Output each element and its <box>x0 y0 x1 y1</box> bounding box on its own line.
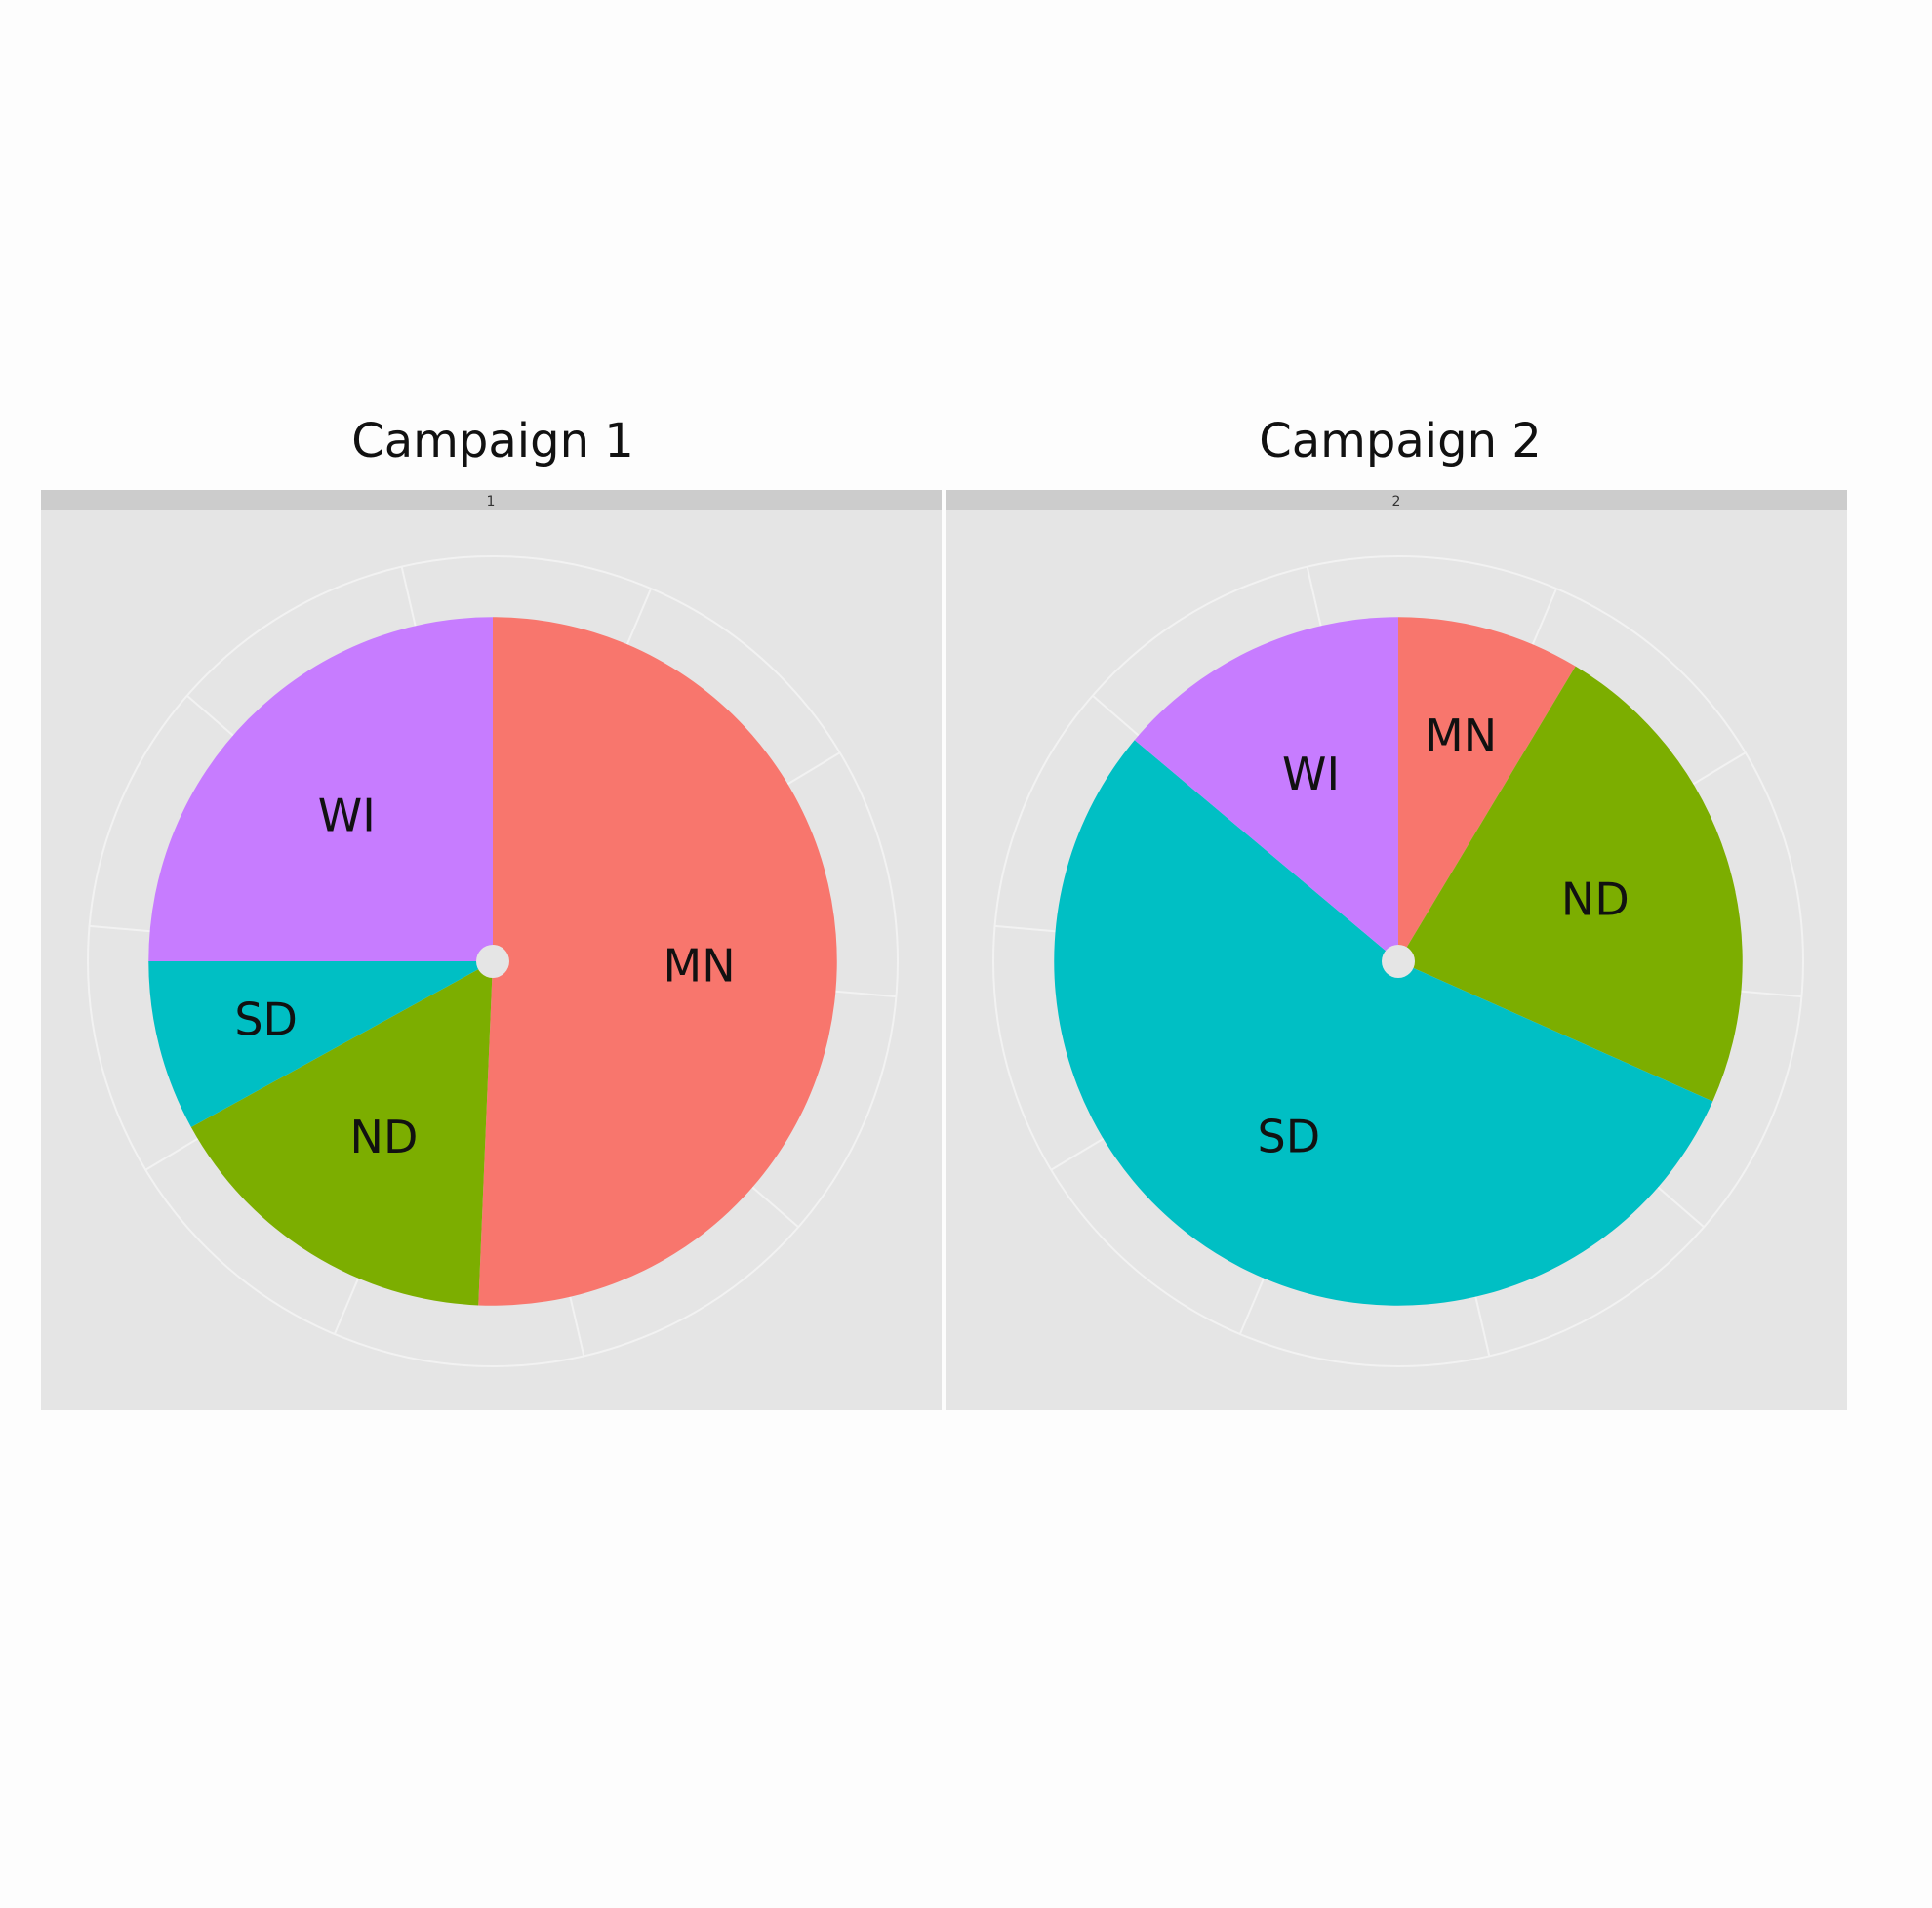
facet-strip <box>41 490 942 510</box>
slice-label-nd: ND <box>350 1111 419 1163</box>
facet-strip-label: 1 <box>487 494 496 509</box>
panel-campaign-2: Campaign 2 2 MN ND SD WI <box>946 414 1847 1410</box>
slices <box>1054 617 1743 1306</box>
slice-label-mn: MN <box>1425 710 1497 762</box>
center-hole <box>476 945 509 978</box>
slice-labels: MN ND SD WI <box>1258 710 1630 1163</box>
slice-label-sd: SD <box>1258 1110 1321 1162</box>
slice-label-wi: WI <box>1282 748 1340 800</box>
slice-sd <box>148 961 493 1127</box>
slice-sd <box>1054 740 1713 1306</box>
slice-label-sd: SD <box>234 994 298 1046</box>
grid-circle <box>87 555 899 1367</box>
center-hole <box>1382 945 1415 978</box>
panel-title: Campaign 2 <box>1259 414 1542 468</box>
slice-nd <box>190 961 493 1306</box>
slice-wi <box>148 617 493 961</box>
slices <box>148 617 837 1306</box>
slice-wi <box>1134 617 1398 961</box>
slice-label-wi: WI <box>318 789 376 841</box>
facet-strip <box>946 490 1847 510</box>
slice-mn <box>1398 617 1576 961</box>
facet-strip-label: 2 <box>1392 494 1401 509</box>
slice-label-mn: MN <box>664 939 736 992</box>
panel-campaign-1: Campaign 1 1 MN ND SD WI <box>41 414 942 1410</box>
panel-title: Campaign 1 <box>351 414 634 468</box>
slice-mn <box>478 617 837 1306</box>
slice-label-nd: ND <box>1561 873 1630 925</box>
slice-labels: MN ND SD WI <box>234 789 735 1163</box>
slice-nd <box>1398 666 1743 1102</box>
grid-circle <box>992 555 1804 1367</box>
